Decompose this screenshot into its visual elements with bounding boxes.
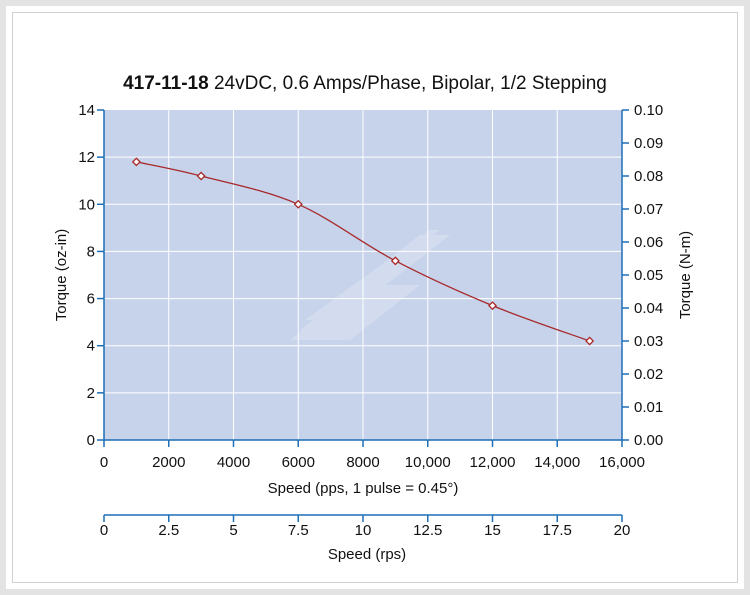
y2-tick-label: 0.05 [634,267,663,284]
watermark-stripe [305,255,425,320]
data-point-marker [196,171,206,181]
x2-tick-label: 15 [484,522,501,539]
y2-axis-title: Torque (N-m) [677,231,694,319]
y2-tick-label: 0.04 [634,300,663,317]
y-tick-label: 2 [87,385,95,402]
data-point-marker [390,256,400,266]
y2-tick-label: 0.03 [634,333,663,350]
x2-tick-label: 2.5 [158,522,179,539]
y-tick-label: 6 [87,291,95,308]
x-tick-label: 2000 [152,454,185,471]
y-tick-label: 14 [78,102,95,119]
y-tick-label: 8 [87,243,95,260]
y2-tick-label: 0.09 [634,135,663,152]
y2-tick-label: 0.02 [634,366,663,383]
series-layer [131,157,595,346]
x-tick-label: 16,000 [599,454,645,471]
chart-title-group: 417-11-18 24vDC, 0.6 Amps/Phase, Bipolar… [123,73,607,94]
y-tick-label: 0 [87,432,95,449]
chart-title-part-number: 417-11-18 [123,73,209,94]
x-tick-label: 10,000 [405,454,451,471]
axes: 0 2000 4000 6000 8000 10,000 12,000 14,000 16,00… [78,102,663,539]
x-tick-label: 0 [100,454,108,471]
data-point-marker [585,336,595,346]
x2-tick-label: 12.5 [413,522,442,539]
y2-tick-label: 0.00 [634,432,663,449]
y-tick-label: 4 [87,338,95,355]
data-point-marker [131,157,141,167]
data-point-marker [487,301,498,311]
chart-frame-inner [12,12,738,583]
x-tick-label: 14,000 [534,454,580,471]
x-tick-label: 8000 [346,454,379,471]
y-tick-label: 10 [78,196,95,213]
x2-tick-label: 5 [229,522,237,539]
chart-title-description: 24vDC, 0.6 Amps/Phase, Bipolar, 1/2 Step… [209,73,607,94]
x2-tick-label: 0 [100,522,108,539]
grid-lines [104,110,622,440]
data-point-marker [293,199,303,209]
x2-tick-label: 10 [355,522,372,539]
x2-tick-label: 17.5 [543,522,572,539]
watermark-stripe [300,230,440,330]
x-tick-label: 4000 [217,454,250,471]
x-tick-label: 6000 [282,454,315,471]
x2-tick-label: 20 [614,522,631,539]
x2-tick-label: 7.5 [288,522,309,539]
y2-tick-label: 0.07 [634,201,663,218]
y2-tick-label: 0.06 [634,234,663,251]
x2-axis-title: Speed (rps) [328,546,406,563]
y2-tick-label: 0.08 [634,168,663,185]
y-tick-label: 12 [78,149,95,166]
y2-tick-label: 0.01 [634,399,663,416]
chart-title: 417-11-18 24vDC, 0.6 Amps/Phase, Bipolar… [123,73,607,94]
y-axis-title: Torque (oz-in) [53,229,70,322]
watermark-stripe [330,235,450,305]
y2-tick-label: 0.10 [634,102,663,119]
x-axis-title: Speed (pps, 1 pulse = 0.45°) [268,480,459,497]
x-tick-label: 12,000 [470,454,516,471]
